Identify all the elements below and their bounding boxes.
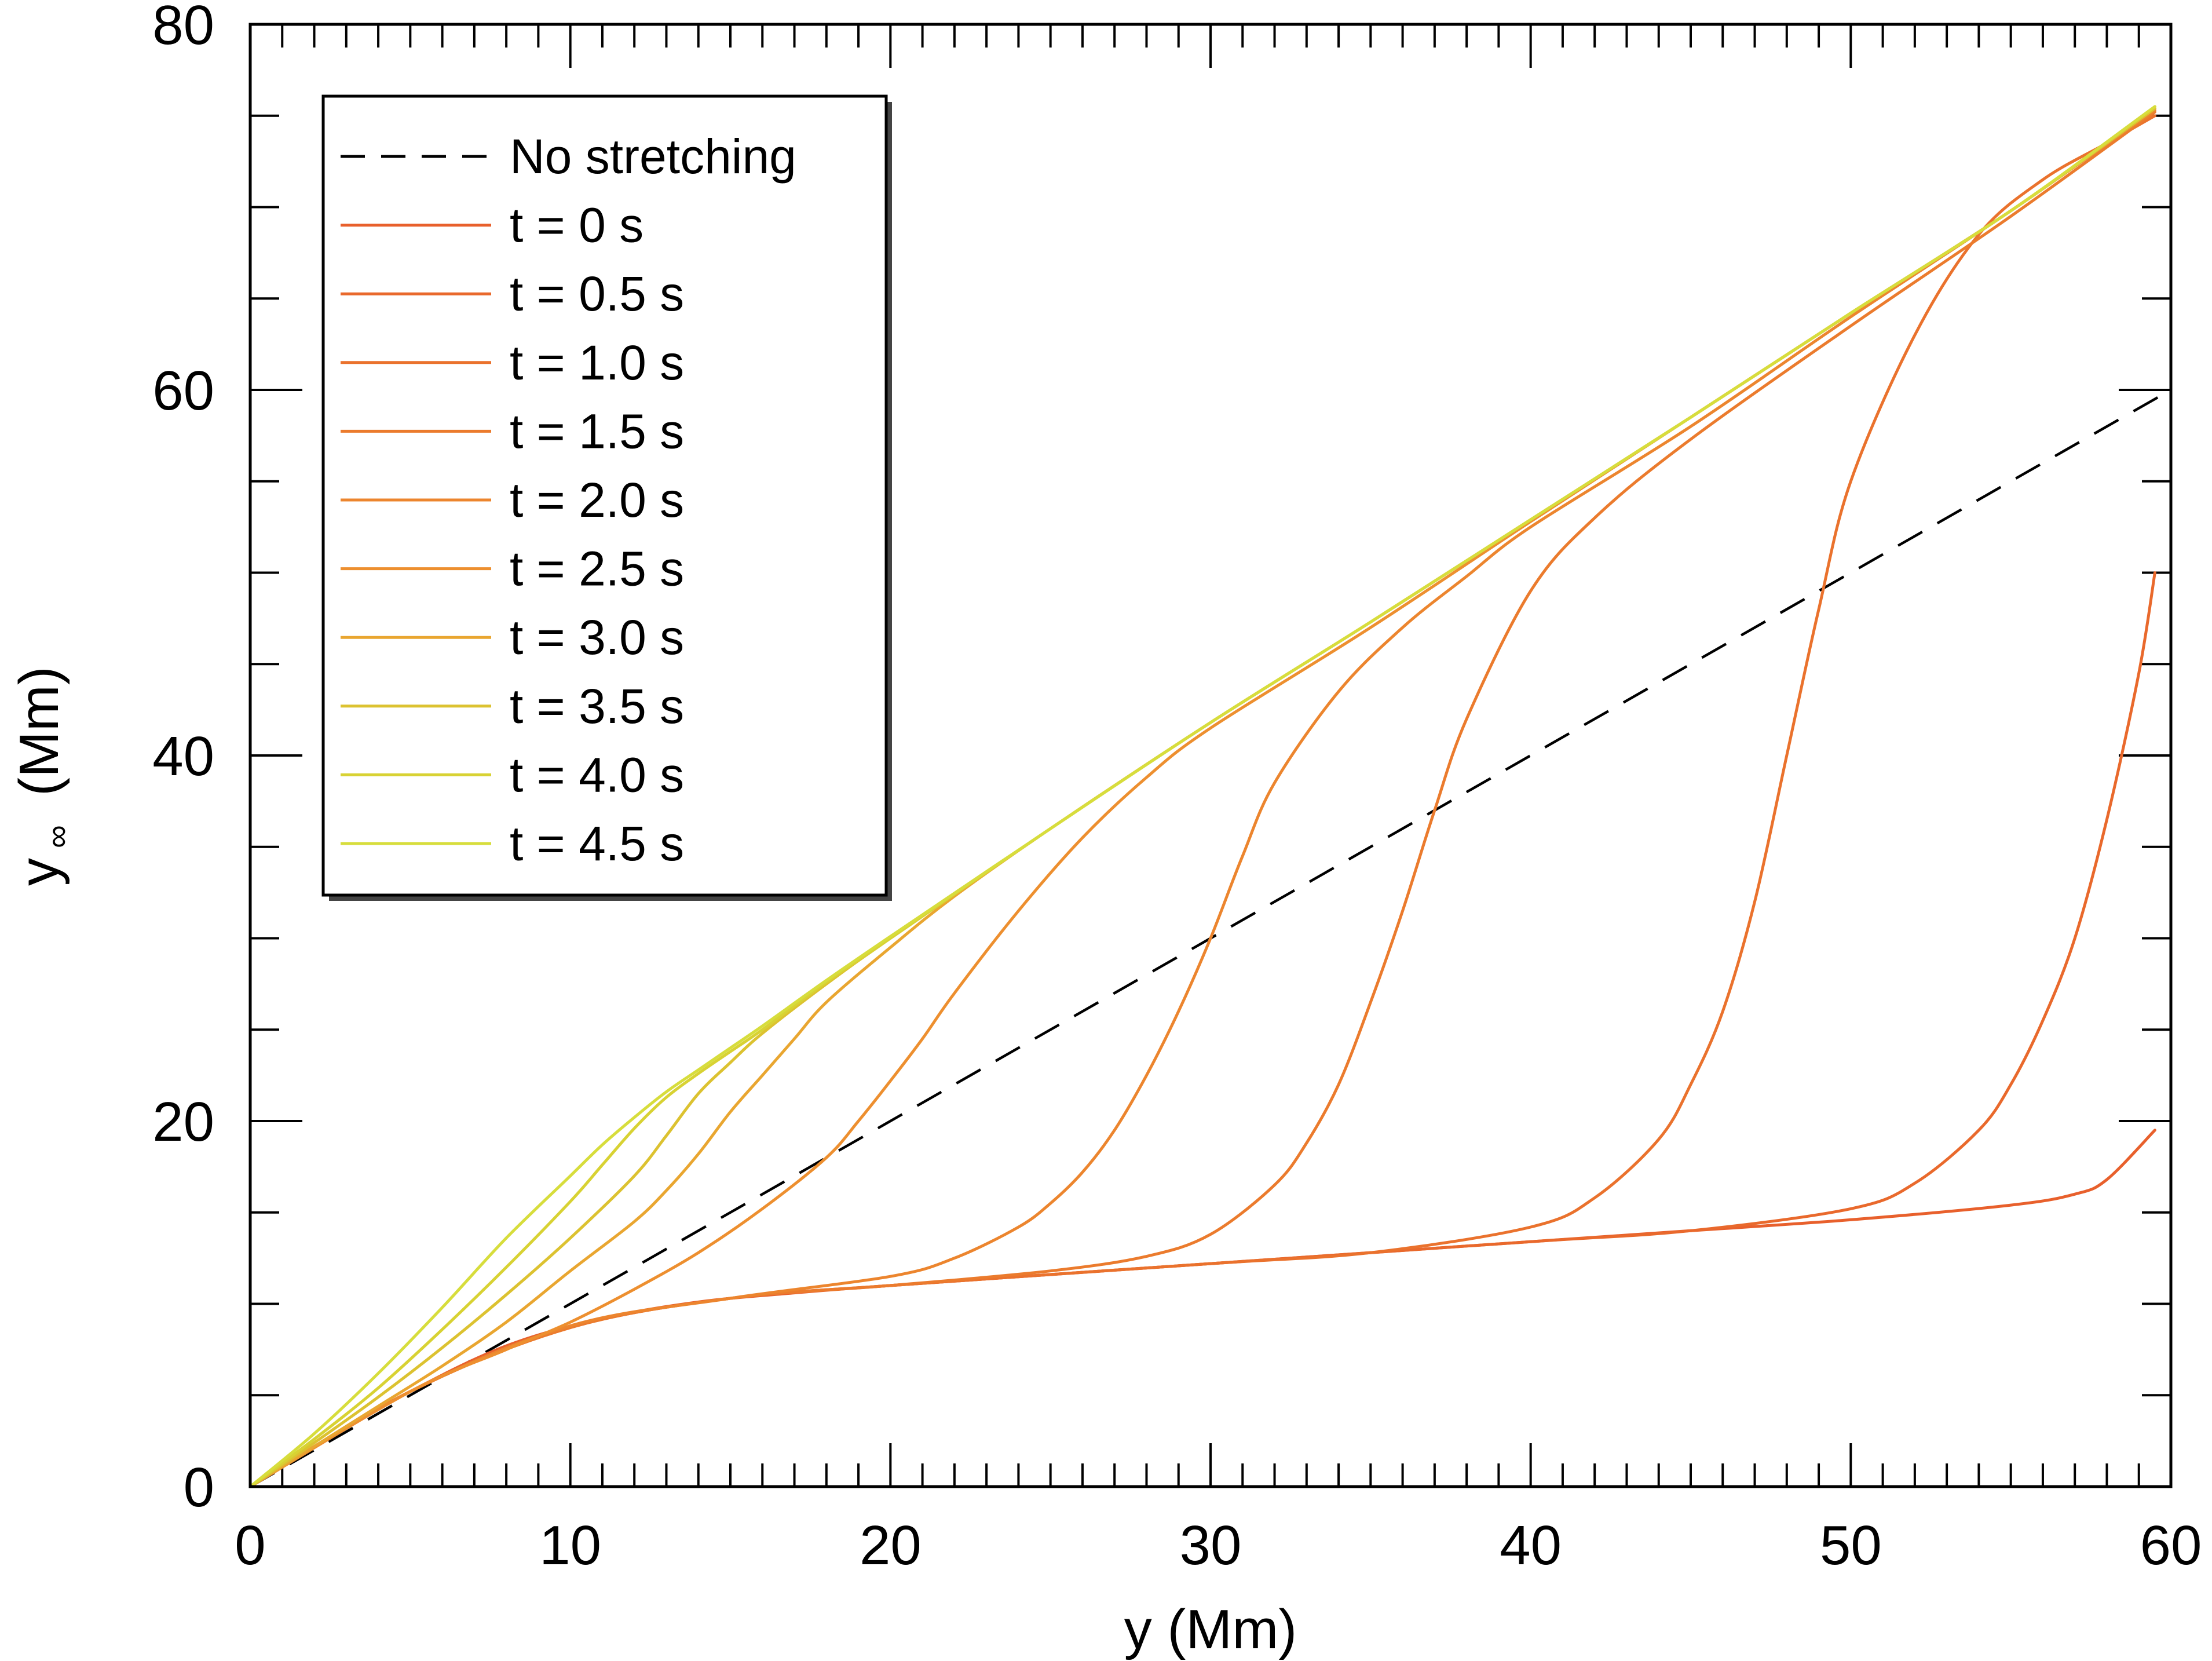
y-tick-label: 0 bbox=[184, 1456, 214, 1518]
series-layer bbox=[248, 105, 2172, 1488]
y-axis-title-unit: (Mm) bbox=[8, 666, 70, 796]
legend-label: t = 3.5 s bbox=[510, 679, 684, 733]
legend-label: t = 2.0 s bbox=[510, 473, 684, 527]
y-axis-title: y ∞ (Mm) bbox=[8, 666, 75, 886]
x-axis-title: y (Mm) bbox=[1124, 1598, 1297, 1660]
x-tick-label: 0 bbox=[235, 1514, 265, 1576]
y-axis-title-subscript: ∞ bbox=[39, 825, 75, 848]
y-axis-title-main: y bbox=[8, 858, 70, 886]
x-tick-label: 60 bbox=[2140, 1514, 2202, 1576]
legend-label: t = 3.0 s bbox=[510, 610, 684, 665]
legend-label: t = 0.5 s bbox=[510, 267, 684, 321]
legend-label: No stretching bbox=[510, 129, 796, 184]
tick-labels: 0 10 20 30 40 50 60 0 20 40 60 80 bbox=[152, 0, 2202, 1576]
legend-label: t = 0 s bbox=[510, 198, 644, 253]
x-tick-label: 40 bbox=[1500, 1514, 1562, 1576]
legend-label: t = 2.5 s bbox=[510, 542, 684, 596]
x-tick-label: 50 bbox=[1820, 1514, 1882, 1576]
y-tick-label: 60 bbox=[152, 360, 214, 422]
legend: No stretching t = 0 s t = 0.5 s t = 1.0 s t … bbox=[321, 94, 892, 901]
x-tick-label: 10 bbox=[539, 1514, 601, 1576]
y-tick-label: 80 bbox=[152, 0, 214, 56]
legend-label: t = 1.5 s bbox=[510, 404, 684, 458]
x-tick-label: 30 bbox=[1180, 1514, 1242, 1576]
legend-box bbox=[321, 94, 888, 897]
legend-label: t = 4.5 s bbox=[510, 816, 684, 871]
y-tick-label: 40 bbox=[152, 725, 214, 787]
series-line-5 bbox=[248, 108, 2156, 1488]
legend-label: t = 4.0 s bbox=[510, 747, 684, 802]
y-tick-label: 20 bbox=[152, 1091, 214, 1153]
x-tick-label: 20 bbox=[860, 1514, 922, 1576]
legend-label: t = 1.0 s bbox=[510, 335, 684, 390]
plot-frame bbox=[248, 23, 2173, 1488]
series-line-10 bbox=[248, 105, 2156, 1488]
